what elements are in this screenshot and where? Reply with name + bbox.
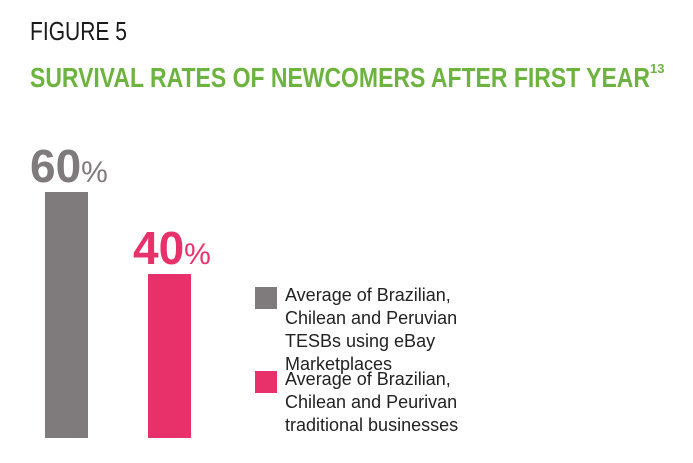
chart-title: FIGURE 5 [30,16,127,46]
bar [45,192,88,438]
value-label: 60% [30,140,108,192]
value-label: 40% [133,222,211,274]
legend-item: Average of Brazilian, Chilean and Peuriv… [255,369,515,437]
legend-swatch [255,371,277,393]
chart-subtitle: SURVIVAL RATES OF NEWCOMERS AFTER FIRST … [30,62,650,93]
footnote-ref: 13 [650,61,664,76]
chart-subtitle-line: SURVIVAL RATES OF NEWCOMERS AFTER FIRST … [30,61,664,93]
bar [148,274,191,438]
legend-swatch [255,287,277,309]
legend-label: Average of Brazilian, Chilean and Peruvi… [285,285,458,374]
legend-item: Average of Brazilian, Chilean and Peruvi… [255,285,515,376]
legend-label: Average of Brazilian, Chilean and Peuriv… [285,369,459,435]
